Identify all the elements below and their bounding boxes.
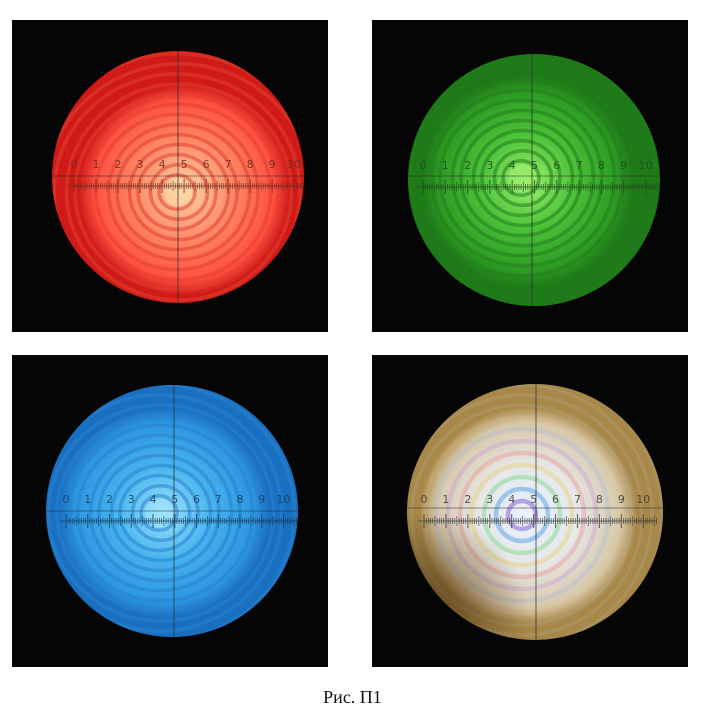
scale-label: 9 — [618, 493, 625, 506]
scale-label: 7 — [576, 159, 583, 172]
scale-label: 3 — [486, 159, 493, 172]
scale-label: 5 — [530, 493, 537, 506]
interference-image-white: 0 1 2 3 4 5 6 7 8 9 10 — [372, 355, 688, 667]
scale-label: 7 — [215, 493, 222, 506]
scale-label: 0 — [421, 493, 428, 506]
microscope-view-white: 0 1 2 3 4 5 6 7 8 9 10 — [372, 355, 688, 667]
scale-label: 4 — [149, 493, 156, 506]
scale-label: 0 — [63, 493, 70, 506]
scale-label: 10 — [639, 159, 653, 172]
scale-label: 1 — [442, 159, 449, 172]
scale-label: 4 — [159, 158, 166, 171]
scale-label: 7 — [225, 158, 232, 171]
scale-label: 4 — [508, 493, 515, 506]
scale-label: 3 — [128, 493, 135, 506]
scale-label: 5 — [171, 493, 178, 506]
scale-label: 10 — [276, 493, 290, 506]
scale-label: 10 — [287, 158, 301, 171]
figure-caption: Рис. П1 — [323, 687, 382, 707]
scale-label: 2 — [115, 158, 122, 171]
interference-image-red: 0 1 2 3 4 5 6 7 8 9 10 — [12, 20, 328, 332]
scale-label: 1 — [93, 158, 100, 171]
scale-label: 8 — [247, 158, 254, 171]
scale-label: 8 — [596, 493, 603, 506]
interference-image-blue: 0 1 2 3 4 5 6 7 8 9 10 — [12, 355, 328, 667]
scale-label: 9 — [620, 159, 627, 172]
microscope-view-red: 0 1 2 3 4 5 6 7 8 9 10 — [12, 20, 328, 332]
scale-label: 6 — [553, 159, 560, 172]
scale-label: 2 — [106, 493, 113, 506]
scale-label: 9 — [258, 493, 265, 506]
scale-label: 10 — [636, 493, 650, 506]
scale-label: 1 — [442, 493, 449, 506]
microscope-view-blue: 0 1 2 3 4 5 6 7 8 9 10 — [12, 355, 328, 667]
scale-label: 5 — [531, 159, 538, 172]
scale-label: 2 — [464, 159, 471, 172]
scale-label: 0 — [420, 159, 427, 172]
scale-label: 1 — [84, 493, 91, 506]
scale-label: 6 — [552, 493, 559, 506]
scale-label: 0 — [71, 158, 78, 171]
interference-image-green: 0 1 2 3 4 5 6 7 8 9 10 — [372, 20, 688, 332]
scale-label: 3 — [137, 158, 144, 171]
scale-label: 2 — [464, 493, 471, 506]
scale-label: 7 — [574, 493, 581, 506]
microscope-view-green: 0 1 2 3 4 5 6 7 8 9 10 — [372, 20, 688, 332]
scale-label: 8 — [598, 159, 605, 172]
scale-label: 3 — [486, 493, 493, 506]
scale-label: 6 — [193, 493, 200, 506]
scale-label: 8 — [236, 493, 243, 506]
scale-label: 9 — [269, 158, 276, 171]
scale-label: 6 — [203, 158, 210, 171]
scale-label: 5 — [181, 158, 188, 171]
scale-label: 4 — [509, 159, 516, 172]
